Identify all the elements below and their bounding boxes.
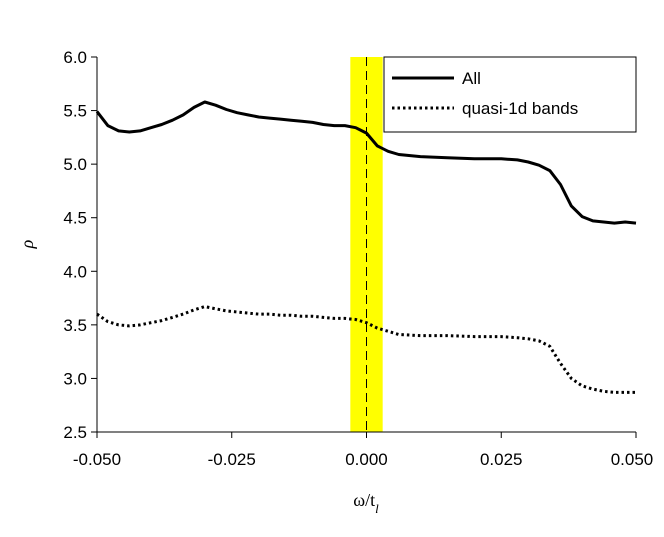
y-tick-label: 3.5	[63, 316, 87, 335]
x-tick-label: 0.025	[480, 450, 523, 469]
highlight-band-layer	[350, 57, 383, 432]
x-tick-label: 0.000	[345, 450, 388, 469]
y-tick-label: 4.0	[63, 262, 87, 281]
x-axis-title-main: ω/t	[353, 490, 375, 510]
legend: All quasi-1d bands	[383, 56, 637, 133]
y-tick-label: 5.5	[63, 102, 87, 121]
legend-label-all: All	[462, 69, 481, 88]
x-tick-label: -0.025	[208, 450, 256, 469]
legend-box	[383, 56, 637, 133]
ticks-layer: 2.5 3.0 3.5 4.0 4.5 5.0 5.5 6.0 -0.050 -0.025 0.00…	[63, 48, 653, 469]
series-line-all	[95, 100, 637, 225]
x-tick-label: -0.050	[73, 450, 121, 469]
y-tick-label: 2.5	[63, 423, 87, 442]
y-tick-label: 4.5	[63, 209, 87, 228]
y-tick-label: 5.0	[63, 155, 87, 174]
series-layer	[95, 100, 637, 394]
series-line-quasi-1d-bands	[96, 305, 636, 394]
y-axis-title: ρ	[17, 239, 37, 249]
y-tick-label: 6.0	[63, 48, 87, 67]
x-tick-label: 0.050	[611, 450, 654, 469]
legend-label-quasi-1d: quasi-1d bands	[462, 99, 578, 118]
x-axis-title-subscript: l	[375, 501, 379, 516]
x-axis-title: ω/tl	[353, 490, 379, 516]
y-tick-label: 3.0	[63, 369, 87, 388]
